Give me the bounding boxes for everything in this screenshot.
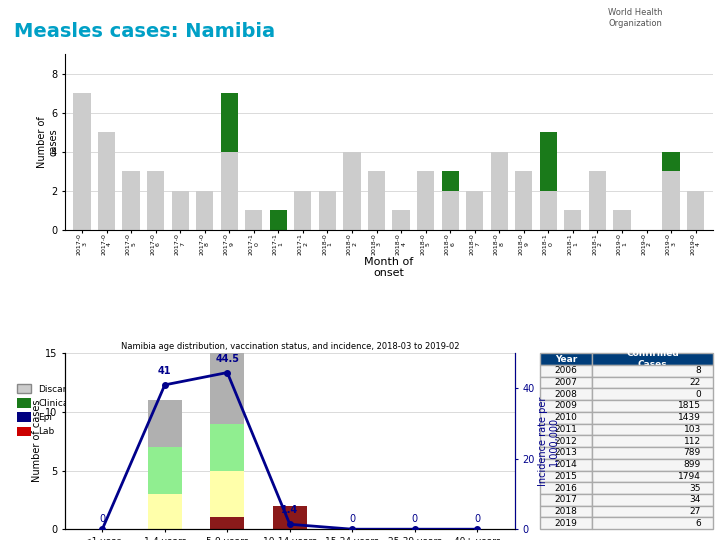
Bar [196,191,213,230]
Bar [368,171,385,230]
Text: 0: 0 [412,514,418,524]
Legend: Discarded, Clinical, Epi, Lab: Discarded, Clinical, Epi, Lab [17,384,84,436]
Title: Namibia age distribution, vaccination status, and incidence, 2018-03 to 2019-02: Namibia age distribution, vaccination st… [120,342,459,351]
Y-axis label: Number of cases: Number of cases [32,400,42,482]
Bar [441,191,459,230]
Bar [343,152,361,230]
Text: 44.5: 44.5 [215,354,239,364]
Bar [466,191,483,230]
Bar [662,171,680,230]
Bar [148,447,182,494]
Bar [613,211,631,230]
Bar [171,191,189,230]
Bar [441,171,459,191]
Bar [122,171,140,230]
Bar [564,211,582,230]
Bar [270,211,287,230]
Text: Measles cases: Namibia: Measles cases: Namibia [14,22,276,40]
Bar [210,517,245,529]
Bar [540,132,557,191]
Bar [273,506,307,529]
Y-axis label: Number of
cases: Number of cases [37,116,59,168]
X-axis label: Month of
onset: Month of onset [364,256,413,278]
Bar [246,211,262,230]
Bar [73,93,91,230]
Bar [148,494,182,529]
Bar [392,211,410,230]
Bar [220,93,238,152]
Bar [148,400,182,447]
Bar [210,423,245,470]
Bar [490,152,508,230]
Bar [294,191,312,230]
Text: 41: 41 [158,366,171,376]
Bar [662,152,680,171]
Bar [210,470,245,517]
Text: World Health
Organization: World Health Organization [608,8,663,28]
Text: 0: 0 [474,514,480,524]
Bar [147,171,164,230]
Bar [516,171,532,230]
Y-axis label: Incidence rate per
1,000,000: Incidence rate per 1,000,000 [538,396,559,486]
Bar [417,171,434,230]
Bar [319,191,336,230]
Text: 1.4: 1.4 [282,505,298,516]
Bar [210,353,245,423]
Bar [98,132,115,230]
Bar [220,152,238,230]
Bar [589,171,606,230]
Text: 0: 0 [349,514,356,524]
Text: 0: 0 [99,514,105,524]
Bar [687,191,704,230]
Bar [540,191,557,230]
